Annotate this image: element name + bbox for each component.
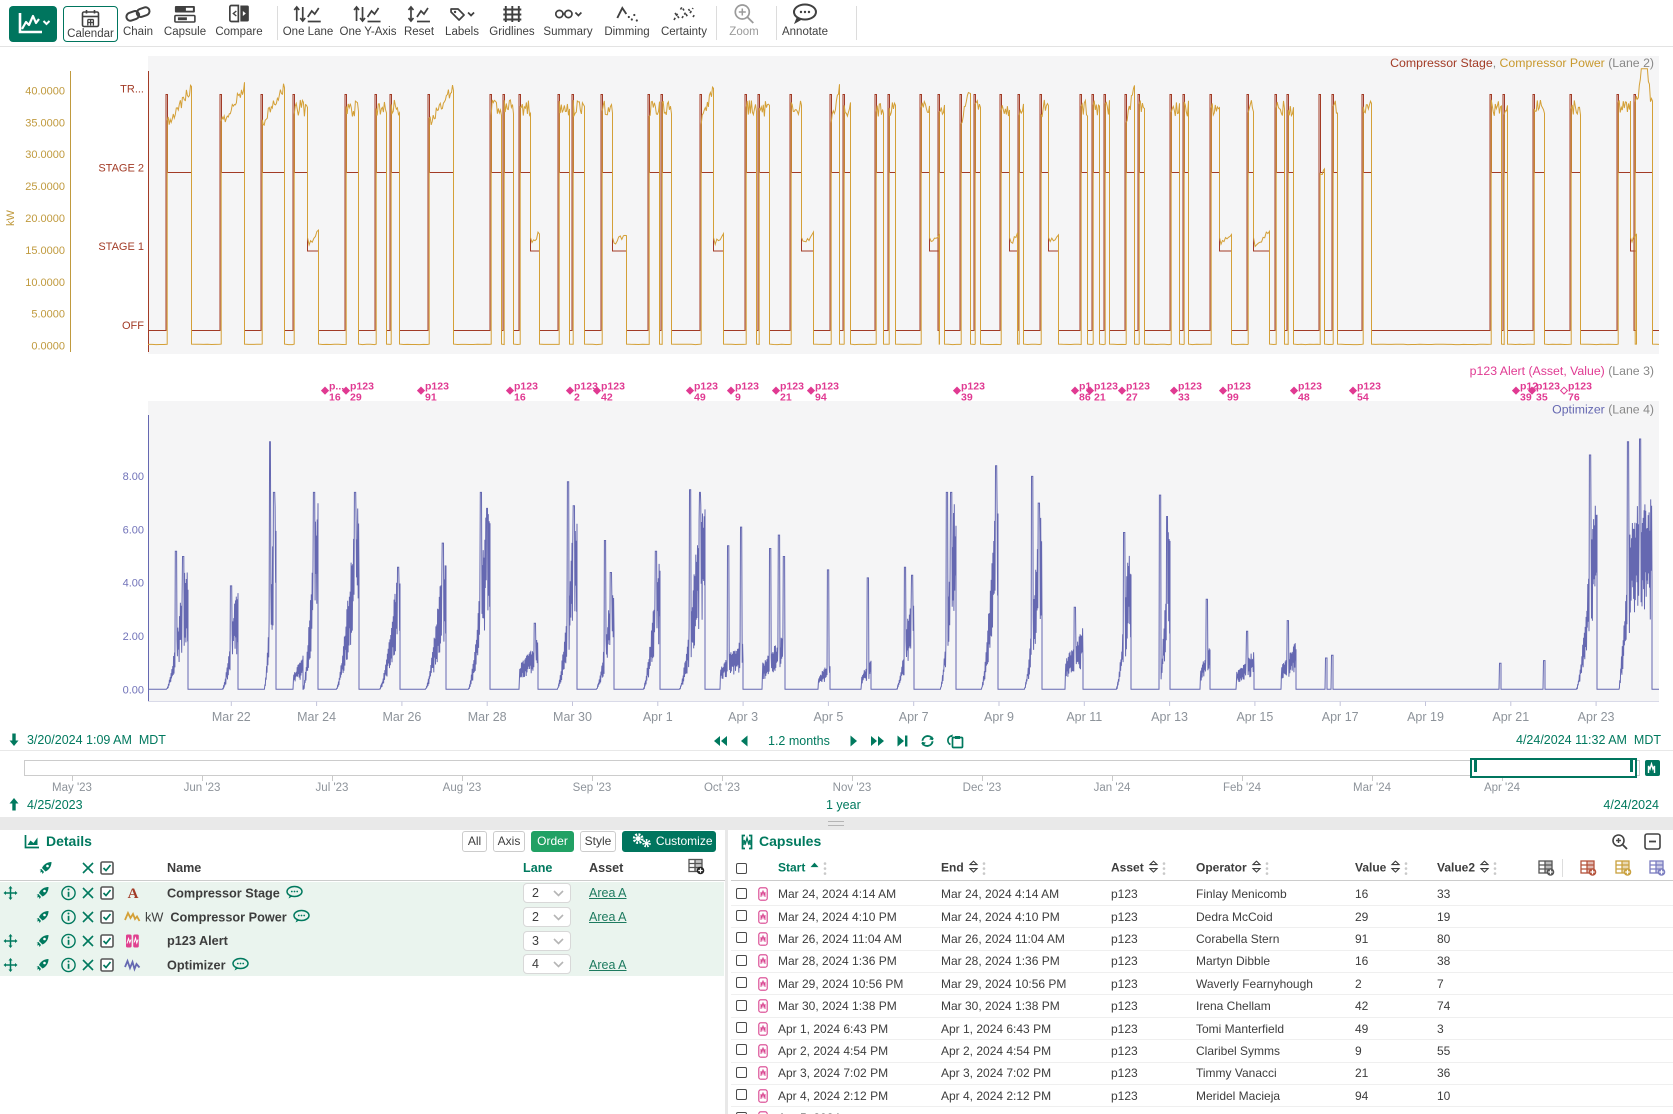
svg-text:p123: p123 [780,381,804,393]
svg-text:91: 91 [425,392,437,404]
svg-text:Apr 1: Apr 1 [643,710,673,724]
svg-text:76: 76 [1568,392,1580,404]
svg-text:Apr 7: Apr 7 [899,710,929,724]
svg-text:Mar 24: Mar 24 [297,710,336,724]
svg-text:0.00: 0.00 [123,685,144,697]
svg-text:8.00: 8.00 [123,471,144,483]
svg-text:25.0000: 25.0000 [25,181,65,193]
svg-text:p123: p123 [694,381,718,393]
svg-text:15.0000: 15.0000 [25,245,65,257]
svg-text:10.0000: 10.0000 [25,277,65,289]
svg-text:29: 29 [350,392,362,404]
svg-text:p123: p123 [1126,381,1150,393]
svg-text:p123: p123 [1568,381,1592,393]
svg-text:p123: p123 [961,381,985,393]
svg-text:p123: p123 [601,381,625,393]
svg-text:2: 2 [574,392,580,404]
svg-text:21: 21 [1094,392,1106,404]
svg-text:p123: p123 [1298,381,1322,393]
svg-text:4.00: 4.00 [123,578,144,590]
svg-text:Apr 19: Apr 19 [1407,710,1444,724]
svg-text:p123: p123 [735,381,759,393]
svg-text:A: A [128,886,139,900]
svg-text:kW: kW [5,209,17,226]
svg-text:Optimizer (Lane 4): Optimizer (Lane 4) [1552,403,1654,417]
svg-text:p123: p123 [574,381,598,393]
svg-text:OFF: OFF [122,320,144,332]
svg-text:49: 49 [694,392,706,404]
svg-text:54: 54 [1357,392,1369,404]
svg-text:Apr 17: Apr 17 [1322,710,1359,724]
svg-text:42: 42 [601,392,613,404]
svg-text:2.00: 2.00 [123,631,144,643]
svg-text:6.00: 6.00 [123,524,144,536]
svg-text:p123 Alert (Asset, Value) (Lan: p123 Alert (Asset, Value) (Lane 3) [1470,364,1654,378]
svg-text:16: 16 [329,392,341,404]
svg-text:Apr 15: Apr 15 [1236,710,1273,724]
svg-text:p123: p123 [1227,381,1251,393]
svg-text:9: 9 [735,392,741,404]
svg-text:86: 86 [1079,392,1091,404]
svg-text:STAGE 1: STAGE 1 [98,241,144,253]
svg-text:Apr 5: Apr 5 [813,710,843,724]
svg-text:Apr 13: Apr 13 [1151,710,1188,724]
svg-text:STAGE 2: STAGE 2 [98,162,144,174]
svg-text:p123: p123 [425,381,449,393]
svg-text:40.0000: 40.0000 [25,86,65,98]
svg-text:94: 94 [815,392,827,404]
svg-text:27: 27 [1126,392,1138,404]
svg-text:Mar 28: Mar 28 [468,710,507,724]
svg-text:p123: p123 [1357,381,1381,393]
svg-text:99: 99 [1227,392,1239,404]
svg-text:Apr 21: Apr 21 [1492,710,1529,724]
svg-text:Mar 26: Mar 26 [382,710,421,724]
svg-text:Apr 11: Apr 11 [1066,710,1102,724]
svg-text:20.0000: 20.0000 [25,213,65,225]
svg-text:Apr 3: Apr 3 [728,710,758,724]
svg-text:35: 35 [1536,392,1548,404]
svg-text:5.0000: 5.0000 [31,309,65,321]
svg-text:p123: p123 [514,381,538,393]
svg-text:p123: p123 [815,381,839,393]
svg-text:p123: p123 [1178,381,1202,393]
svg-text:48: 48 [1298,392,1310,404]
svg-text:Compressor Stage, Compressor P: Compressor Stage, Compressor Power (Lane… [1390,56,1654,70]
svg-text:p...: p... [329,381,344,393]
svg-text:39: 39 [961,392,973,404]
svg-text:TR...: TR... [120,84,144,96]
svg-text:p123: p123 [350,381,374,393]
svg-text:16: 16 [514,392,526,404]
svg-text:0.0000: 0.0000 [31,341,65,353]
svg-text:39: 39 [1520,392,1532,404]
svg-text:33: 33 [1178,392,1190,404]
svg-text:Apr 9: Apr 9 [984,710,1014,724]
svg-text:Apr 23: Apr 23 [1578,710,1615,724]
svg-text:35.0000: 35.0000 [25,117,65,129]
svg-text:p123: p123 [1094,381,1118,393]
svg-text:Mar 30: Mar 30 [553,710,592,724]
svg-text:21: 21 [780,392,792,404]
svg-text:p123: p123 [1536,381,1560,393]
svg-text:30.0000: 30.0000 [25,149,65,161]
svg-text:Mar 22: Mar 22 [212,710,251,724]
